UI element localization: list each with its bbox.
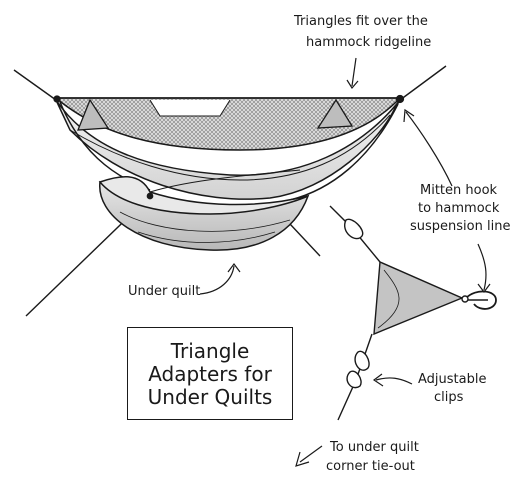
hammock-triangle-adapters <box>53 94 405 131</box>
arrow-ridgeline <box>351 57 357 87</box>
detail-upper-clip <box>344 218 364 240</box>
arrow-mitten-top-head <box>403 108 415 123</box>
detail-lower-clip-2 <box>346 370 362 389</box>
title-line-1: Triangle <box>170 339 250 363</box>
left-suspension-line <box>13 69 57 101</box>
left-triangle-adapter <box>77 98 110 131</box>
mitten-label-line-1: Mitten hook <box>420 183 498 198</box>
arrow-clips <box>375 377 413 385</box>
arrow-under-quilt <box>199 265 235 295</box>
right-suspension-line <box>399 65 447 101</box>
clips-label-line-2: clips <box>434 390 464 405</box>
clips-label-line-1: Adjustable <box>418 372 487 387</box>
title-line-2: Adapters for <box>148 362 272 386</box>
ridgeline-label-line-1: Triangles fit over the <box>294 14 428 29</box>
left-mitten-hook <box>53 95 61 103</box>
hammock-inner-fold <box>69 114 391 181</box>
detail-triangle <box>373 260 464 336</box>
quilt-stitching-1 <box>119 211 291 232</box>
quilt-clip <box>146 192 154 200</box>
under-quilt-top-edge <box>98 176 309 215</box>
title-line-3: Under Quilts <box>147 385 273 409</box>
title-box: Triangle Adapters for Under Quilts <box>127 327 293 420</box>
mitten-label-line-3: suspension line <box>410 219 511 234</box>
right-ground-line <box>289 223 321 257</box>
arrow-mitten-detail-head <box>477 283 491 293</box>
detail-mitten-hook <box>465 290 497 310</box>
leader-arrows <box>199 57 491 467</box>
under-quilt-label: Under quilt <box>128 284 201 299</box>
arrow-under-quilt-head <box>227 263 241 273</box>
right-mitten-hook <box>395 94 405 104</box>
detail-lower-clip <box>354 350 370 371</box>
quilt-stitching-2 <box>137 231 276 243</box>
arrow-ridgeline-head <box>346 79 359 90</box>
arrow-tieout <box>299 445 323 463</box>
tieout-label-line-2: corner tie-out <box>326 459 415 474</box>
right-triangle-adapter <box>316 98 354 129</box>
mitten-label-line-2: to hammock <box>418 201 500 216</box>
ridgeline-label-line-2: hammock ridgeline <box>306 35 432 50</box>
tieout-label-line-1: To under quilt <box>330 440 419 455</box>
under-quilt <box>98 169 310 251</box>
quilt-shock-cord <box>149 169 301 193</box>
hammock-edge-right <box>289 103 399 201</box>
detail-triangle-adapter <box>329 205 497 421</box>
arrow-mitten-detail <box>477 243 487 291</box>
detail-triangle-fold <box>377 269 400 329</box>
arrow-clips-head <box>372 373 384 387</box>
arrow-mitten-top <box>405 111 453 187</box>
arrow-tieout-head <box>295 451 310 467</box>
detail-hook-ring <box>461 295 469 303</box>
net-pocket <box>149 99 231 117</box>
